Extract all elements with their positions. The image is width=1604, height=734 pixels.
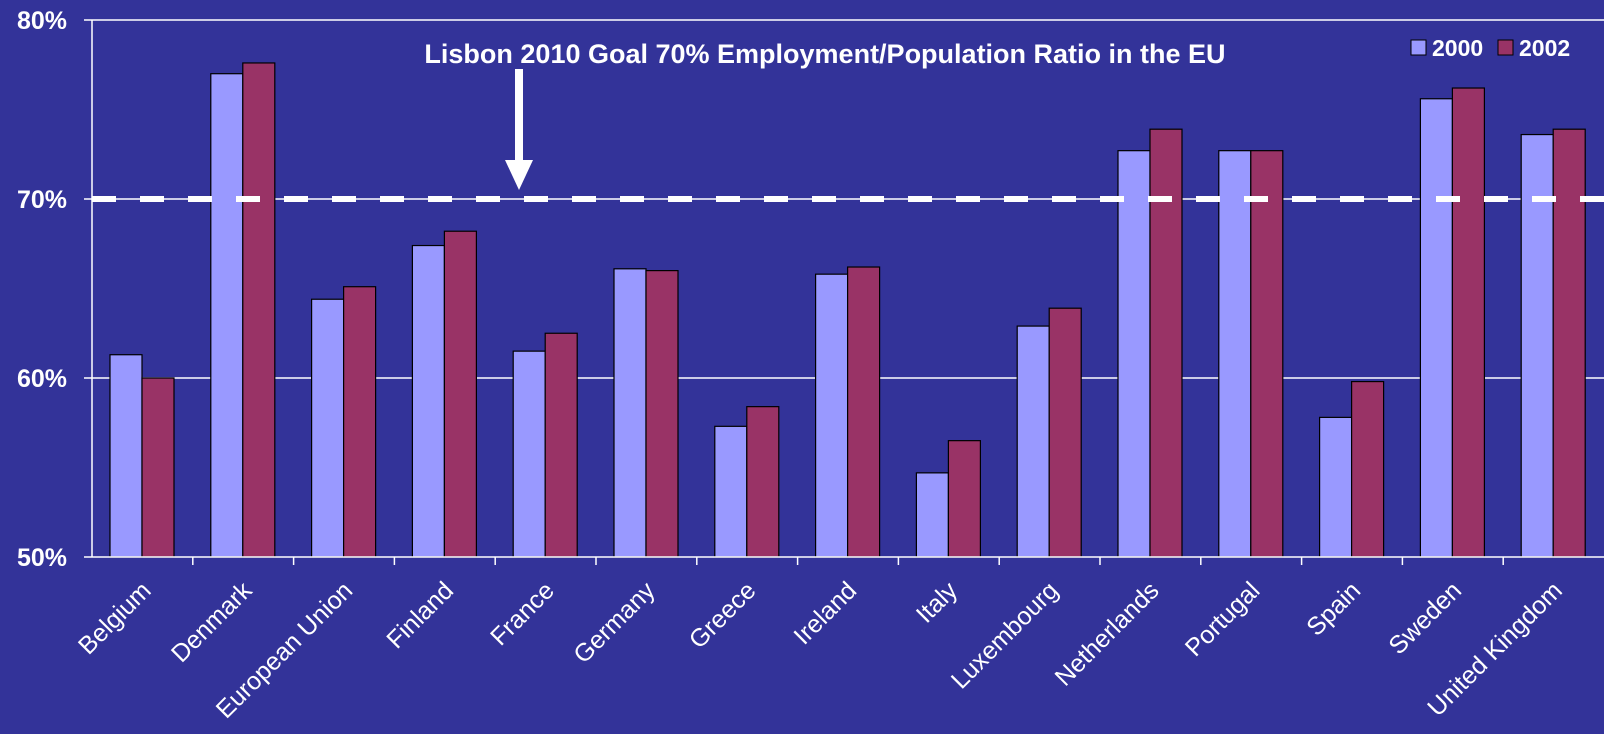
axes-layer	[84, 19, 1604, 565]
bar-2002-ireland	[846, 266, 881, 558]
x-tick-label: Germany	[568, 576, 661, 669]
x-tick-label: Luxembourg	[946, 576, 1064, 694]
bar-2002-netherlands	[1149, 128, 1183, 558]
bar-2000-greece	[714, 425, 748, 558]
bar-2002-italy	[947, 440, 982, 558]
legend-label-2002: 2002	[1519, 35, 1570, 61]
bar-2002-united-kingdom	[1552, 128, 1586, 558]
bar-2000-denmark	[210, 73, 244, 558]
x-tick-label: Belgium	[73, 576, 157, 660]
x-tick-label: Portugal	[1180, 576, 1266, 662]
x-tick-label: France	[485, 576, 560, 651]
bar-2000-finland	[411, 244, 445, 558]
bar-2000-sweden	[1419, 98, 1454, 558]
goal-arrow-icon	[505, 160, 533, 190]
bar-2002-denmark	[242, 62, 276, 558]
bar-2002-belgium	[141, 377, 175, 558]
y-tick-label: 70%	[17, 186, 67, 214]
bar-2000-france	[512, 350, 546, 558]
bar-2002-luxembourg	[1048, 307, 1082, 558]
bar-2002-france	[544, 332, 578, 558]
legend: 2000 2002	[1410, 35, 1570, 61]
bar-2000-portugal	[1218, 150, 1252, 558]
x-tick-label: Denmark	[166, 576, 258, 668]
bar-2002-portugal	[1250, 150, 1284, 558]
goal-annotation: Lisbon 2010 Goal 70% Employment/Populati…	[424, 39, 1226, 190]
bar-2000-united-kingdom	[1520, 133, 1554, 558]
bar-2002-spain	[1350, 380, 1385, 558]
legend-swatch-2000	[1410, 39, 1427, 56]
bar-2000-luxembourg	[1016, 325, 1050, 558]
y-tick-label: 60%	[17, 365, 67, 393]
x-tick-label: Ireland	[788, 576, 862, 650]
bar-2002-finland	[443, 230, 477, 558]
bar-2000-ireland	[814, 273, 849, 558]
x-tick-label: Sweden	[1383, 576, 1467, 660]
bar-2002-sweden	[1451, 87, 1486, 558]
bar-2000-netherlands	[1117, 150, 1151, 558]
legend-label-2000: 2000	[1432, 35, 1483, 61]
y-tick-label: 80%	[17, 7, 67, 35]
bar-2000-european-union	[311, 298, 345, 558]
bar-2000-germany	[613, 268, 647, 558]
y-tick-label: 50%	[17, 544, 67, 572]
bars-layer	[109, 62, 1586, 558]
bar-2002-germany	[645, 270, 679, 558]
x-tick-label: Spain	[1301, 576, 1366, 641]
bar-2000-spain	[1318, 416, 1353, 558]
legend-swatch-2002	[1497, 39, 1514, 56]
x-tick-label: Greece	[684, 576, 762, 654]
goal-annotation-text: Lisbon 2010 Goal 70% Employment/Populati…	[424, 39, 1225, 69]
x-tick-label: Netherlands	[1050, 576, 1165, 691]
x-tick-label: Finland	[381, 576, 459, 654]
x-tick-label: Italy	[911, 576, 964, 629]
bar-2002-european-union	[343, 286, 377, 558]
bar-2002-greece	[746, 406, 780, 558]
bar-2000-belgium	[109, 354, 143, 558]
bar-2000-italy	[915, 472, 950, 558]
